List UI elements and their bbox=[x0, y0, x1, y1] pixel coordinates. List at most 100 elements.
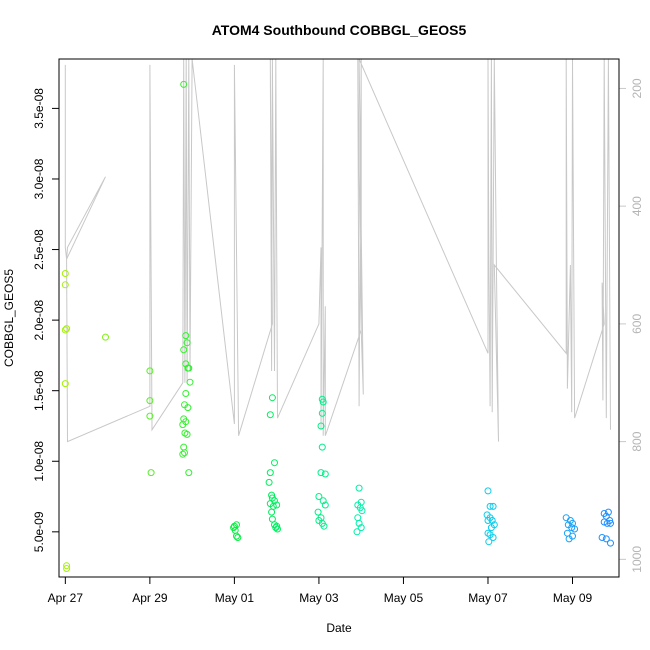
data-point bbox=[354, 514, 362, 522]
data-point bbox=[273, 522, 281, 530]
data-point bbox=[183, 430, 191, 438]
data-point bbox=[353, 528, 361, 536]
data-point bbox=[61, 281, 69, 289]
pressure-profile-line bbox=[64, 58, 611, 443]
x-tick-label: May 01 bbox=[215, 591, 255, 605]
data-point bbox=[603, 519, 611, 527]
data-point bbox=[146, 367, 154, 375]
data-point bbox=[607, 539, 614, 547]
data-point bbox=[317, 469, 325, 477]
data-point bbox=[268, 515, 276, 523]
data-point bbox=[484, 529, 492, 537]
data-point bbox=[233, 532, 240, 540]
y2-tick-label: 600 bbox=[630, 314, 644, 334]
data-point bbox=[272, 524, 280, 532]
data-point bbox=[274, 525, 281, 533]
data-point bbox=[321, 501, 329, 509]
data-point bbox=[314, 508, 322, 516]
data-point bbox=[183, 339, 191, 347]
data-point bbox=[604, 508, 612, 516]
data-point bbox=[357, 524, 365, 532]
data-point bbox=[487, 524, 495, 532]
x-tick-label: May 05 bbox=[384, 591, 424, 605]
data-point bbox=[355, 484, 363, 492]
data-point bbox=[184, 404, 192, 412]
data-point bbox=[63, 565, 71, 572]
data-point bbox=[147, 469, 155, 477]
y-tick-label: 1.5e-08 bbox=[32, 370, 46, 411]
y2-tick-label: 200 bbox=[630, 78, 644, 98]
data-point bbox=[318, 409, 326, 417]
data-point bbox=[358, 507, 366, 515]
data-point bbox=[321, 470, 329, 478]
y-tick-label: 2.0e-08 bbox=[32, 299, 46, 340]
data-point bbox=[484, 487, 492, 495]
y-tick-label: 1.0e-08 bbox=[32, 441, 46, 482]
data-point bbox=[319, 398, 327, 406]
data-point bbox=[61, 326, 69, 334]
data-point bbox=[266, 411, 274, 419]
data-point bbox=[102, 333, 109, 341]
data-point bbox=[266, 469, 274, 477]
data-point bbox=[484, 517, 492, 524]
data-point bbox=[61, 270, 69, 277]
data-point bbox=[180, 80, 188, 88]
data-point bbox=[598, 534, 606, 541]
data-point bbox=[488, 517, 496, 524]
data-point bbox=[146, 397, 154, 405]
x-tick-label: May 03 bbox=[299, 591, 339, 605]
data-point bbox=[186, 378, 194, 386]
data-point bbox=[489, 534, 497, 541]
y-axis-label: COBBGL_GEOS5 bbox=[2, 269, 16, 367]
y-tick-label: 2.5e-08 bbox=[32, 229, 46, 270]
data-point bbox=[318, 443, 326, 451]
data-point bbox=[268, 491, 276, 499]
data-point bbox=[185, 469, 193, 477]
data-point bbox=[63, 562, 71, 570]
x-axis-label: Date bbox=[326, 621, 352, 635]
data-point bbox=[319, 497, 327, 505]
data-point bbox=[179, 450, 187, 458]
data-point bbox=[315, 493, 323, 500]
axes-layer: Apr 27 Apr 29 May 01 May 03 May 05 May 07 May … bbox=[32, 78, 644, 605]
data-point bbox=[320, 522, 328, 530]
data-point bbox=[571, 525, 579, 533]
data-point bbox=[268, 508, 276, 516]
data-point bbox=[565, 535, 573, 543]
data-point bbox=[180, 443, 188, 451]
data-point bbox=[355, 519, 363, 527]
data-point bbox=[273, 501, 281, 509]
data-point bbox=[317, 422, 325, 430]
data-point bbox=[489, 502, 497, 510]
data-point bbox=[182, 332, 190, 340]
data-point bbox=[268, 394, 276, 402]
data-point bbox=[562, 514, 570, 522]
data-point bbox=[485, 538, 493, 546]
y-tick-label: 3.5e-08 bbox=[32, 88, 46, 129]
data-point bbox=[182, 390, 190, 397]
x-tick-label: Apr 29 bbox=[132, 591, 168, 605]
data-point bbox=[271, 459, 278, 467]
data-point bbox=[265, 478, 273, 486]
x-tick-label: May 07 bbox=[468, 591, 508, 605]
data-point bbox=[63, 325, 71, 333]
data-point bbox=[180, 346, 188, 354]
y-tick-label: 3.0e-08 bbox=[32, 158, 46, 199]
data-point bbox=[185, 364, 193, 372]
y-tick-label: 5.0e-09 bbox=[32, 511, 46, 552]
y2-tick-label: 1000 bbox=[630, 546, 644, 573]
chart-title: ATOM4 Southbound COBBGL_GEOS5 bbox=[212, 22, 467, 38]
data-point bbox=[181, 449, 188, 457]
data-point bbox=[179, 421, 187, 429]
data-point bbox=[146, 412, 154, 420]
plot-frame bbox=[58, 58, 620, 578]
data-point bbox=[61, 380, 69, 388]
data-point bbox=[234, 534, 242, 541]
pressure-profile-layer bbox=[64, 58, 611, 443]
data-point bbox=[607, 519, 614, 527]
points-layer bbox=[61, 80, 614, 572]
x-tick-label: May 09 bbox=[553, 591, 593, 605]
y2-tick-label: 400 bbox=[630, 196, 644, 216]
